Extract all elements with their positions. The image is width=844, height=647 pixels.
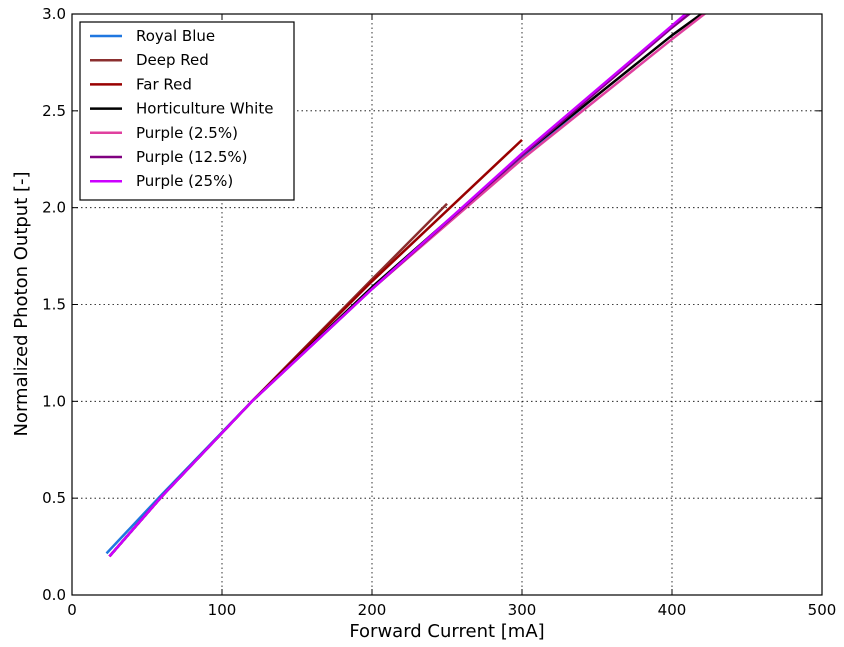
series-line xyxy=(108,138,523,558)
x-tick-label: 0 xyxy=(67,601,77,619)
x-tick-label: 100 xyxy=(208,601,237,619)
y-tick-label: 1.0 xyxy=(42,392,66,410)
legend-box xyxy=(79,21,295,201)
x-tick-label: 400 xyxy=(658,601,687,619)
y-tick-label: 2.5 xyxy=(42,102,66,120)
x-tick-label: 500 xyxy=(808,601,837,619)
legend-label: Royal Blue xyxy=(136,27,215,45)
legend-label: Purple (12.5%) xyxy=(136,148,248,166)
y-tick-label: 0.0 xyxy=(42,586,66,604)
y-tick-label: 1.5 xyxy=(42,296,66,314)
legend-label: Deep Red xyxy=(136,51,209,69)
series-lines xyxy=(105,14,707,558)
x-tick-label: 200 xyxy=(358,601,387,619)
y-tick-label: 2.0 xyxy=(42,199,66,217)
x-axis-title: Forward Current [mA] xyxy=(349,621,544,642)
ticks: 0 100 200 300 400 500 0.0 0.5 1.0 1.5 2.0 2.5 3.0 xyxy=(42,5,836,619)
legend-label: Horticulture White xyxy=(136,100,273,118)
legend-label: Purple (25%) xyxy=(136,172,233,190)
grid xyxy=(72,14,822,595)
y-axis-title: Normalized Photon Output [-] xyxy=(11,171,32,436)
legend-label: Far Red xyxy=(136,75,192,93)
y-tick-label: 3.0 xyxy=(42,5,66,23)
series-line xyxy=(108,14,688,558)
legend-label: Purple (2.5%) xyxy=(136,124,238,142)
legend: Royal Blue Deep Red Far Red Horticulture Wh… xyxy=(79,21,295,201)
y-tick-label: 0.5 xyxy=(42,489,66,507)
x-tick-label: 300 xyxy=(508,601,537,619)
